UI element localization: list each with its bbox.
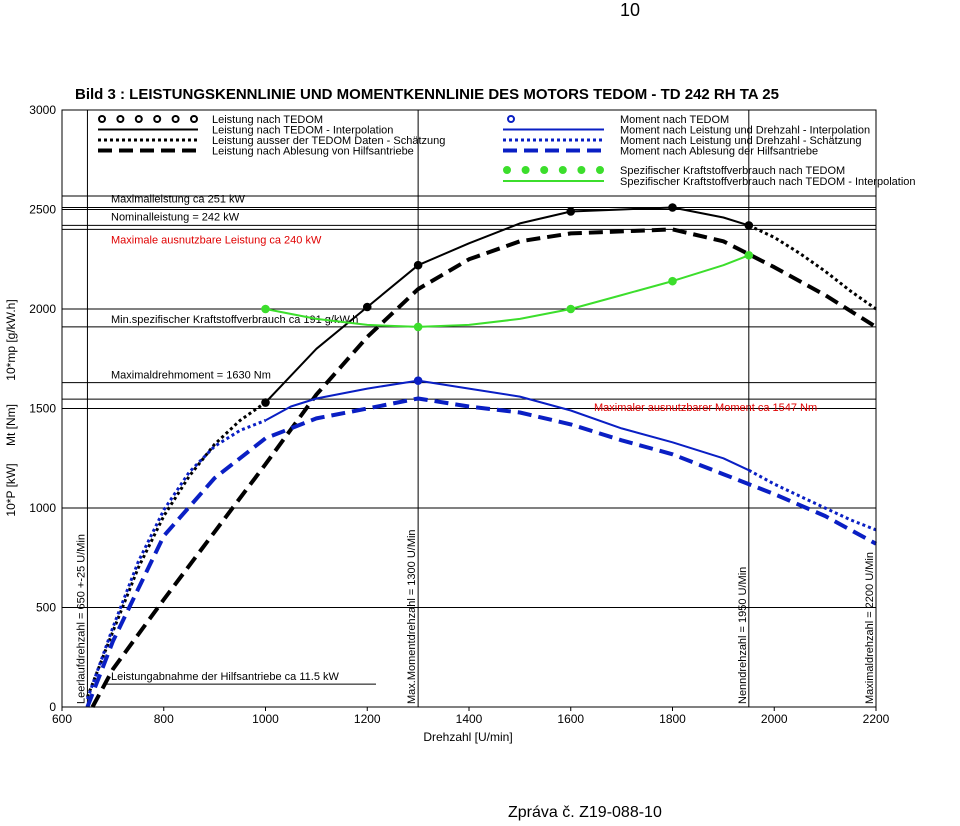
x-axis-label: Drehzahl [U/min] [423, 730, 512, 744]
chart-title: Bild 3 : LEISTUNGSKENNLINIE UND MOMENTKE… [75, 86, 779, 103]
series-layer [85, 206, 878, 708]
y-axis-label-part: 10*P [kW] [4, 463, 18, 516]
data-point [261, 304, 270, 314]
y-tick-label: 3000 [29, 103, 56, 117]
y-axis-label-part: Mt [Nm] [4, 404, 18, 446]
y-tick-label: 0 [49, 700, 56, 714]
marker-layer [261, 203, 754, 407]
y-tick-label: 1500 [29, 402, 56, 416]
data-point [566, 304, 576, 314]
reference-label: Min.spezifischer Kraftstoffverbrauch ca … [111, 314, 358, 326]
data-point [668, 203, 677, 212]
legend-marker [190, 115, 198, 123]
legend-label: Moment nach Leistung und Drehzahl - Inte… [620, 125, 870, 137]
axes: 0 500 1000 1500 2000 2500 3000 600 800 1000 1200 14… [29, 103, 889, 726]
x-tick-label: 600 [52, 712, 72, 726]
y-tick-label: 2000 [29, 302, 56, 316]
legend-label: Moment nach Leistung und Drehzahl - Schä… [620, 135, 862, 147]
legend-marker [153, 115, 162, 123]
legend-marker [577, 166, 586, 174]
y-tick-label: 500 [36, 601, 56, 615]
series-line [85, 396, 877, 708]
legend-marker [116, 115, 125, 123]
series-line [264, 206, 750, 404]
data-point [744, 221, 754, 230]
x-tick-label: 1800 [659, 712, 686, 726]
series-line [85, 419, 267, 700]
legend-marker [540, 166, 549, 174]
data-point [413, 376, 423, 385]
legend-marker [134, 115, 143, 123]
data-point [261, 398, 270, 407]
x-tick-label: 1400 [456, 712, 483, 726]
x-tick-label: 1000 [252, 712, 279, 726]
y-tick-label: 2500 [29, 203, 56, 217]
reference-lines: Maximalleistung ca 251 kW Nominalleistung… [62, 110, 877, 707]
legend-label: Spezifischer Kraftstoffverbrauch nach TE… [620, 165, 845, 177]
legend-marker [503, 166, 511, 174]
reference-label: Nenndrehzahl = 1950 U/Min [737, 567, 749, 704]
data-point [566, 207, 576, 216]
page-number: 10 [620, 0, 641, 20]
data-point [413, 260, 423, 270]
data-point [362, 302, 372, 312]
legend-label: Leistung nach Ablesung von Hilfsantriebe [212, 146, 414, 158]
legend-marker [558, 166, 567, 174]
reference-label: Leistungabnahme der Hilfsantriebe ca 11.… [111, 671, 339, 683]
legend-marker [507, 115, 515, 123]
legend-label: Moment nach Ablesung der Hilfsantriebe [620, 146, 818, 158]
reference-label: Maximalleistung ca 251 kW [111, 194, 246, 206]
series-line [86, 401, 267, 698]
series-line [90, 227, 878, 708]
reference-label: Max.Momentdrehzahl = 1300 U/Min [406, 529, 418, 704]
legend-label: Spezifischer Kraftstoffverbrauch nach TE… [620, 176, 916, 188]
legend-label: Leistung ausser der TEDOM Daten - Schätz… [212, 135, 445, 147]
plot-frame [61, 109, 877, 708]
legend-marker [596, 166, 604, 174]
reference-label: Leerlaufdrehzahl = 650 +-25 U/Min [75, 534, 87, 704]
series-line [748, 224, 877, 311]
series-line [748, 468, 877, 532]
legend-label: Leistung nach TEDOM [212, 114, 323, 126]
data-point [668, 276, 677, 286]
legend-label: Moment nach TEDOM [620, 114, 729, 126]
series-line [265, 254, 750, 328]
y-axis-label-part: 10*mp [g/kW.h] [4, 299, 18, 380]
legend-marker [521, 166, 530, 174]
reference-label: Nominalleistung = 242 kW [111, 211, 240, 223]
x-tick-label: 1200 [354, 712, 381, 726]
reference-label: Maximaldrehmoment = 1630 Nm [111, 370, 271, 382]
report-id: Zpráva č. Z19-088-10 [508, 804, 662, 821]
legend-marker [98, 115, 106, 123]
y-tick-label: 1000 [29, 501, 56, 515]
legend-marker [171, 115, 180, 123]
data-point [413, 322, 423, 332]
x-tick-label: 800 [154, 712, 174, 726]
x-tick-label: 2200 [863, 712, 890, 726]
x-tick-label: 2000 [761, 712, 788, 726]
reference-label: Maximaldrehzahl = 2200 U/Min [864, 552, 876, 704]
x-tick-label: 1600 [557, 712, 584, 726]
series-line [265, 379, 750, 472]
reference-label: Maximale ausnutzbare Leistung ca 240 kW [111, 234, 322, 246]
data-point [744, 250, 754, 260]
reference-label: Maximaler ausnutzbarer Moment ca 1547 Nm [594, 402, 817, 414]
legend-label: Leistung nach TEDOM - Interpolation [212, 125, 393, 137]
y-axis-label: 10*P [kW] Mt [Nm] 10*mp [g/kW.h] [4, 299, 18, 516]
